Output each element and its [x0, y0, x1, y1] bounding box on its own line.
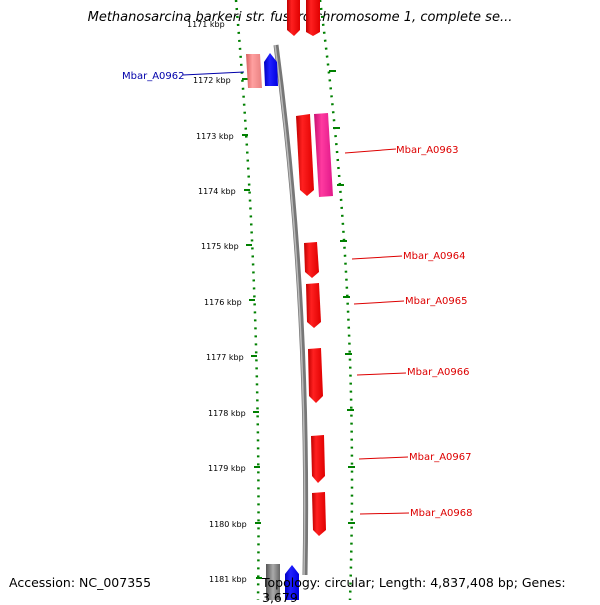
- tick-label: 1171 kbp: [187, 20, 225, 29]
- gene-label-mbar-a0968[interactable]: Mbar_A0968: [410, 508, 473, 519]
- gene-mbar-a0963[interactable]: [296, 113, 333, 197]
- genome-backbone-highlight: [274, 44, 306, 576]
- tick-label: 1181 kbp: [209, 575, 247, 584]
- gene-mbar-a0965[interactable]: [306, 283, 321, 328]
- gene-mbar-a0966[interactable]: [308, 348, 323, 403]
- gene-mbar-a0968[interactable]: [312, 492, 326, 536]
- label-leader-lines: [182, 71, 410, 515]
- gene-feature-top[interactable]: [287, 0, 320, 36]
- tick-label: 1174 kbp: [198, 187, 236, 196]
- tick-label: 1179 kbp: [208, 464, 246, 473]
- accession-text: Accession: NC_007355: [9, 575, 152, 590]
- inner-ticks: [242, 78, 262, 579]
- gene-label-mbar-a0965[interactable]: Mbar_A0965: [405, 296, 468, 307]
- genome-summary-text: Topology: circular; Length: 4,837,408 bp…: [262, 575, 566, 605]
- tick-label: 1172 kbp: [193, 76, 231, 85]
- gene-label-mbar-a0962[interactable]: Mbar_A0962: [122, 71, 185, 82]
- gene-label-mbar-a0966[interactable]: Mbar_A0966: [407, 367, 470, 378]
- gene-label-mbar-a0967[interactable]: Mbar_A0967: [409, 452, 472, 463]
- gene-feature-bottom[interactable]: [266, 564, 299, 600]
- tick-label: 1180 kbp: [209, 520, 247, 529]
- tick-label: 1173 kbp: [196, 132, 234, 141]
- tick-label: 1178 kbp: [208, 409, 246, 418]
- gene-label-mbar-a0964[interactable]: Mbar_A0964: [403, 251, 466, 262]
- gene-mbar-a0964[interactable]: [304, 242, 319, 278]
- tick-label: 1175 kbp: [201, 242, 239, 251]
- tick-label: 1177 kbp: [206, 353, 244, 362]
- tick-label: 1176 kbp: [204, 298, 242, 307]
- outer-ticks: [329, 70, 355, 524]
- gene-mbar-a0967[interactable]: [311, 435, 325, 483]
- gene-label-mbar-a0963[interactable]: Mbar_A0963: [396, 145, 459, 156]
- gene-mbar-a0962[interactable]: [246, 53, 278, 88]
- genome-backbone: [273, 44, 309, 576]
